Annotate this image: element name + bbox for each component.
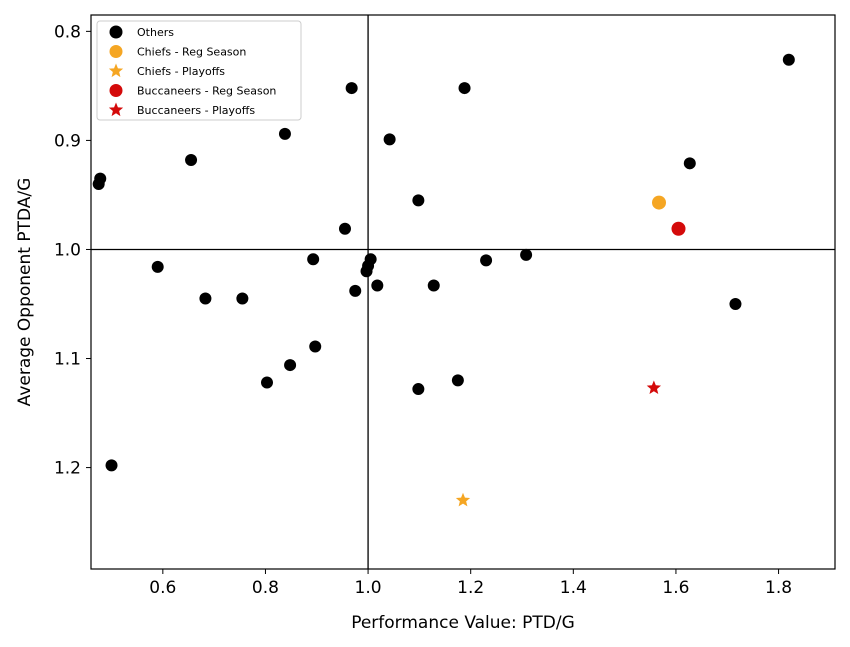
data-point (199, 292, 212, 305)
x-axis-title: Performance Value: PTD/G (351, 613, 575, 633)
data-point (371, 279, 384, 292)
data-point (451, 374, 464, 387)
data-point (480, 254, 493, 267)
legend-marker (109, 25, 123, 39)
data-point (383, 133, 396, 146)
data-point (360, 265, 373, 278)
data-point (646, 380, 662, 395)
y-tick-label: 1.0 (54, 240, 81, 260)
data-point (729, 297, 742, 310)
data-point (151, 260, 164, 273)
data-point (683, 157, 696, 170)
legend-box (96, 20, 302, 121)
data-point (338, 222, 351, 235)
legend-label: Chiefs - Reg Season (137, 46, 246, 59)
y-tick-label: 0.8 (54, 22, 81, 42)
data-point (236, 292, 249, 305)
series-2 (455, 492, 471, 507)
legend-label: Others (137, 26, 174, 39)
legend-marker (108, 63, 124, 78)
data-point (284, 359, 297, 372)
x-axis-ticks: 0.6 0.8 1.0 1.2 1.4 1.6 1.8 (149, 569, 792, 598)
data-point (260, 376, 273, 389)
legend-marker (109, 45, 123, 58)
legend: Others Chiefs - Reg Season Chiefs - Playof… (96, 20, 302, 121)
data-point (671, 221, 686, 236)
x-tick-label: 1.8 (765, 578, 792, 598)
x-tick-label: 0.6 (149, 578, 176, 598)
data-point (349, 284, 362, 297)
reference-lines (91, 15, 835, 569)
data-point (412, 383, 425, 396)
series-1 (652, 195, 667, 210)
x-tick-label: 0.8 (252, 578, 279, 598)
y-tick-label: 1.2 (54, 459, 81, 479)
data-point (185, 154, 198, 167)
data-point (309, 340, 322, 353)
y-axis-ticks: 0.8 0.9 1.0 1.1 1.2 (54, 22, 91, 479)
data-point (458, 82, 471, 95)
data-point (345, 82, 358, 95)
data-points (92, 53, 795, 507)
legend-label: Chiefs - Playoffs (137, 65, 225, 78)
series-0 (92, 53, 795, 472)
x-tick-label: 1.2 (457, 578, 484, 598)
legend-marker (109, 84, 123, 97)
data-point (307, 253, 320, 266)
legend-label: Buccaneers - Reg Season (137, 85, 276, 98)
plot-frame (90, 14, 836, 570)
data-point (782, 53, 795, 66)
y-tick-label: 0.9 (54, 131, 81, 151)
data-point (278, 127, 291, 140)
series-4 (646, 380, 662, 395)
data-point (92, 178, 105, 191)
x-tick-label: 1.0 (355, 578, 382, 598)
legend-marker (108, 102, 124, 117)
data-point (427, 279, 440, 292)
x-tick-label: 1.6 (662, 578, 689, 598)
y-axis-title: Average Opponent PTDA/G (15, 178, 35, 407)
data-point (412, 194, 425, 207)
data-point (652, 195, 667, 210)
data-point (520, 248, 533, 261)
legend-label: Buccaneers - Playoffs (137, 104, 255, 117)
data-point (455, 492, 471, 507)
y-tick-label: 1.1 (54, 350, 81, 370)
data-point (105, 459, 118, 472)
series-3 (671, 221, 686, 236)
x-tick-label: 1.4 (560, 578, 587, 598)
